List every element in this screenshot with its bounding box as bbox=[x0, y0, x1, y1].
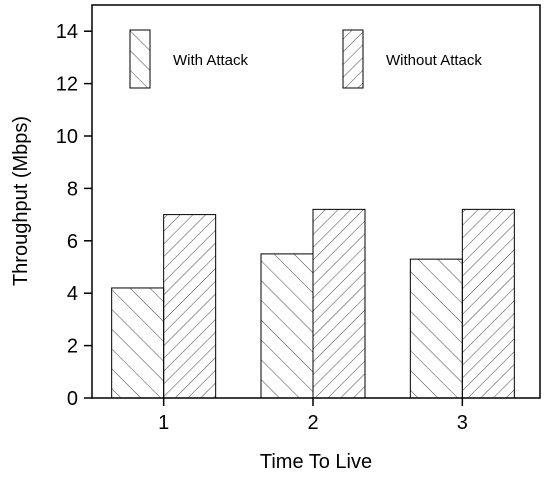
bar-with-attack-2 bbox=[260, 253, 314, 399]
legend-label-with-attack: With Attack bbox=[173, 52, 249, 69]
y-tick-label: 6 bbox=[67, 231, 78, 253]
y-tick-label: 14 bbox=[56, 21, 78, 43]
x-axis: 1 2 3 bbox=[158, 398, 468, 434]
bars bbox=[111, 208, 515, 399]
bar-without-attack-3 bbox=[461, 208, 515, 399]
y-tick-label: 12 bbox=[56, 74, 78, 96]
y-tick-label: 2 bbox=[67, 336, 78, 358]
y-tick-label: 4 bbox=[67, 283, 78, 305]
x-axis-title: Time To Live bbox=[260, 451, 372, 473]
x-tick-label: 3 bbox=[457, 412, 468, 434]
legend-swatch-with-attack bbox=[129, 29, 151, 89]
x-tick-label: 2 bbox=[307, 412, 318, 434]
legend-label-without-attack: Without Attack bbox=[386, 52, 482, 69]
legend: With Attack Without Attack bbox=[129, 29, 482, 89]
x-tick-label: 1 bbox=[158, 412, 169, 434]
y-tick-label: 8 bbox=[67, 178, 78, 200]
bar-without-attack-2 bbox=[312, 208, 366, 399]
y-tick-label: 10 bbox=[56, 126, 78, 148]
bar-without-attack-1 bbox=[163, 214, 217, 399]
y-axis: 0 2 4 6 8 10 12 14 bbox=[56, 21, 92, 410]
y-tick-label: 0 bbox=[67, 388, 78, 410]
y-axis-title: Throughput (Mbps) bbox=[10, 116, 32, 286]
bar-with-attack-1 bbox=[111, 287, 165, 399]
bar-with-attack-3 bbox=[409, 258, 463, 399]
legend-swatch-without-attack bbox=[342, 29, 364, 89]
